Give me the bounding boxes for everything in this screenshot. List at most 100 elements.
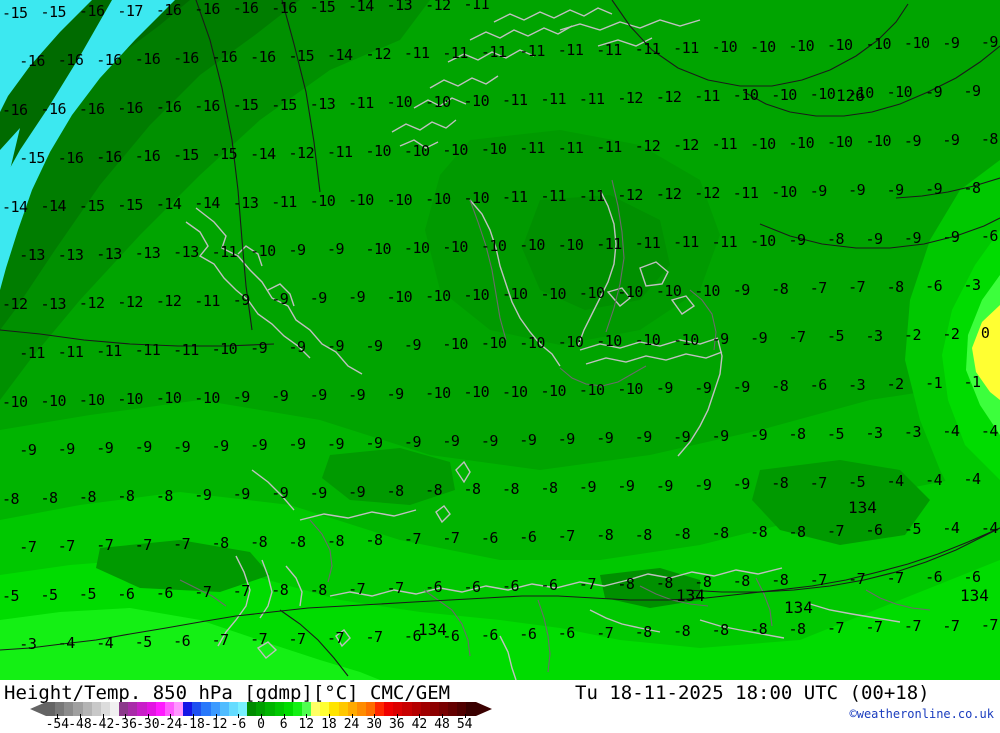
colorbar-swatch	[292, 702, 302, 716]
colorbar-swatch	[73, 702, 83, 716]
colorbar-swatch	[311, 702, 321, 716]
colorbar-swatch	[265, 702, 275, 716]
colorbar-tick-mark	[147, 714, 149, 718]
colorbar-tick-mark	[442, 714, 444, 718]
colorbar-tick-mark	[464, 714, 466, 718]
colorbar-tick-mark	[306, 714, 308, 718]
colorbar-swatch	[420, 702, 430, 716]
colorbar-swatch	[457, 702, 467, 716]
colorbar-tick: -24	[158, 717, 183, 732]
band-inner-dark-2	[522, 195, 670, 310]
colorbar-swatch	[384, 702, 394, 716]
colorbar-swatches	[46, 702, 476, 716]
colorbar-tick: 0	[257, 717, 265, 732]
colorbar-tick: -6	[230, 717, 247, 732]
colorbar-swatch	[82, 702, 92, 716]
colorbar-swatch	[347, 702, 357, 716]
band-cyan-patch-left	[0, 0, 92, 112]
colorbar-tick-mark	[351, 714, 353, 718]
colorbar-tick-mark	[261, 714, 262, 718]
colorbar-swatch	[164, 702, 174, 716]
band-cyan-strip	[0, 0, 175, 290]
colorbar-tick-mark	[193, 714, 195, 718]
colorbar-swatch	[192, 702, 202, 716]
colorbar-swatch	[439, 702, 449, 716]
colorbar-swatch	[155, 702, 165, 716]
colorbar-tick: 30	[366, 717, 382, 732]
colorbar-swatch	[137, 702, 147, 716]
colorbar-tick: 24	[343, 717, 360, 732]
colorbar-tick: -12	[203, 717, 228, 732]
colorbar-tick: -30	[136, 717, 160, 732]
colorbar-tick-mark	[170, 714, 172, 718]
colorbar-tick: 48	[434, 717, 450, 732]
colorbar-swatch	[329, 702, 339, 716]
coastline-layer	[185, 7, 901, 680]
colorbar-swatch	[402, 702, 412, 716]
colorbar-swatch	[100, 702, 110, 716]
colorbar-swatch	[356, 702, 366, 716]
colorbar-tick-mark	[125, 714, 127, 718]
colorbar-tick-mark	[102, 714, 104, 718]
colorbar-swatch	[393, 702, 403, 716]
colorbar-swatch	[365, 702, 376, 716]
forecast-map[interactable]: -15 -15 -16 -17 -16 -16 -16 -16 -15 -14 -13 -12 -11-…	[0, 0, 1000, 680]
colorbar-swatch	[119, 702, 129, 716]
colorbar-swatch	[55, 702, 65, 716]
colorbar-tick: 6	[279, 717, 288, 732]
colorbar-tick: 18	[321, 717, 337, 732]
colorbar-tick: -48	[68, 717, 92, 732]
colorbar-tick-mark	[283, 714, 285, 718]
chart-title: Height/Temp. 850 hPa [gdmp][°C] CMC/GEM	[4, 682, 451, 704]
colorbar-swatch	[64, 702, 74, 716]
colorbar-swatch	[283, 702, 293, 716]
colorbar-swatch	[429, 702, 440, 716]
colorbar-swatch	[320, 702, 330, 716]
colorbar-swatch	[375, 702, 385, 716]
colorbar-left-arrow	[30, 702, 46, 716]
colorbar-swatch	[301, 702, 312, 716]
colorbar-swatch	[219, 702, 229, 716]
band-inner-dark-4	[322, 448, 455, 505]
colorbar-tick-mark	[396, 714, 398, 718]
colorbar-swatch	[91, 702, 101, 716]
colorbar-swatch	[338, 702, 348, 716]
colorbar-tick: 36	[388, 717, 405, 732]
colorbar-tick: -36	[113, 717, 137, 732]
colorbar-tick: -42	[90, 717, 115, 732]
colorbar-tick: 54	[456, 717, 473, 732]
temperature-field-svg	[0, 0, 1000, 680]
colorbar-swatch	[201, 702, 211, 716]
footer: Height/Temp. 850 hPa [gdmp][°C] CMC/GEM …	[0, 680, 1000, 733]
colorbar-swatch	[256, 702, 266, 716]
band-light-green-4	[0, 608, 380, 680]
colorbar-tick-labels: -54 -48 -42 -36 -30 -24 -18 -12 -6 0 6 12 18 24 30 36 42…	[0, 714, 520, 733]
height-contour-layer	[0, 0, 1000, 677]
band-darkest-green-nw	[0, 0, 190, 235]
colorbar-swatch	[146, 702, 156, 716]
colorbar-swatch	[173, 702, 184, 716]
colorbar-swatch	[228, 702, 238, 716]
colorbar-tick-mark	[419, 714, 421, 718]
colorbar-tick: -54	[45, 717, 70, 732]
band-cyan-tail	[0, 128, 20, 196]
colorbar-tick: 12	[298, 717, 315, 732]
band-inner-dark-6	[96, 540, 270, 592]
valid-time-stamp: Tu 18-11-2025 18:00 UTC (00+18)	[575, 682, 930, 704]
colorbar-swatch	[210, 702, 220, 716]
colorbar-swatch	[247, 702, 257, 716]
colorbar-tick-mark	[238, 714, 240, 718]
band-inner-dark-3	[752, 460, 930, 545]
colorbar-tick-mark	[328, 714, 330, 718]
colorbar-right-arrow	[476, 702, 492, 716]
colorbar-swatch	[128, 702, 138, 716]
colorbar-swatch	[237, 702, 248, 716]
colorbar-tick-mark	[57, 714, 59, 718]
colorbar-swatch	[274, 702, 284, 716]
colorbar: -54 -48 -42 -36 -30 -24 -18 -12 -6 0 6 12 18 24 30 36 42…	[0, 702, 520, 733]
colorbar-swatch	[46, 702, 56, 716]
colorbar-swatch	[466, 702, 476, 716]
colorbar-tick-mark	[215, 714, 217, 718]
colorbar-tick-mark	[79, 714, 81, 718]
